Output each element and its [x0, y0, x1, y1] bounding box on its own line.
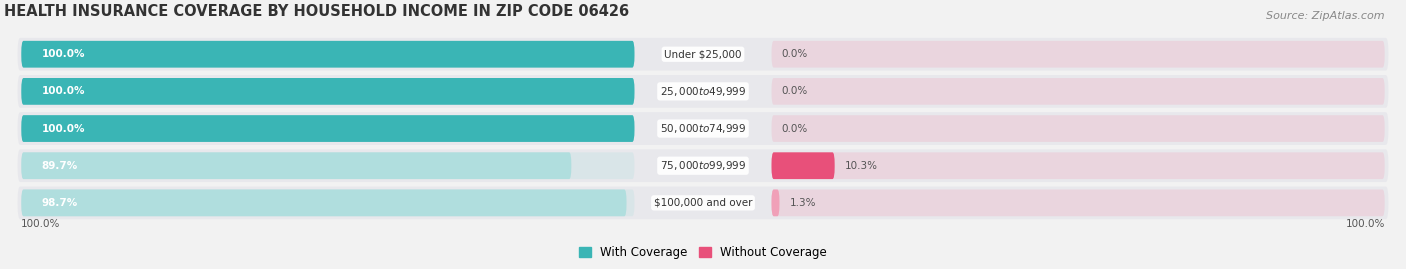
FancyBboxPatch shape	[21, 152, 634, 179]
FancyBboxPatch shape	[21, 78, 634, 105]
Text: 98.7%: 98.7%	[42, 198, 79, 208]
FancyBboxPatch shape	[18, 149, 1388, 182]
Text: 0.0%: 0.0%	[782, 49, 808, 59]
FancyBboxPatch shape	[18, 112, 1388, 145]
Text: HEALTH INSURANCE COVERAGE BY HOUSEHOLD INCOME IN ZIP CODE 06426: HEALTH INSURANCE COVERAGE BY HOUSEHOLD I…	[4, 4, 630, 19]
Text: 0.0%: 0.0%	[782, 86, 808, 96]
Text: $75,000 to $99,999: $75,000 to $99,999	[659, 159, 747, 172]
Text: $50,000 to $74,999: $50,000 to $74,999	[659, 122, 747, 135]
Text: 0.0%: 0.0%	[782, 123, 808, 133]
Text: 100.0%: 100.0%	[42, 123, 86, 133]
FancyBboxPatch shape	[772, 189, 1385, 216]
Legend: With Coverage, Without Coverage: With Coverage, Without Coverage	[574, 241, 832, 263]
Text: 1.3%: 1.3%	[790, 198, 817, 208]
Text: $25,000 to $49,999: $25,000 to $49,999	[659, 85, 747, 98]
FancyBboxPatch shape	[21, 115, 634, 142]
FancyBboxPatch shape	[21, 41, 634, 68]
FancyBboxPatch shape	[772, 152, 835, 179]
Text: 89.7%: 89.7%	[42, 161, 79, 171]
Text: 100.0%: 100.0%	[1346, 220, 1385, 229]
FancyBboxPatch shape	[772, 115, 1385, 142]
FancyBboxPatch shape	[18, 75, 1388, 108]
FancyBboxPatch shape	[18, 38, 1388, 70]
Text: Source: ZipAtlas.com: Source: ZipAtlas.com	[1267, 11, 1385, 21]
Text: 100.0%: 100.0%	[42, 49, 86, 59]
Text: $100,000 and over: $100,000 and over	[654, 198, 752, 208]
FancyBboxPatch shape	[772, 152, 1385, 179]
FancyBboxPatch shape	[21, 189, 627, 216]
Text: Under $25,000: Under $25,000	[664, 49, 742, 59]
Text: 10.3%: 10.3%	[845, 161, 877, 171]
FancyBboxPatch shape	[772, 189, 779, 216]
Text: 100.0%: 100.0%	[21, 220, 60, 229]
FancyBboxPatch shape	[772, 78, 1385, 105]
FancyBboxPatch shape	[772, 41, 1385, 68]
FancyBboxPatch shape	[18, 186, 1388, 219]
FancyBboxPatch shape	[21, 189, 634, 216]
Text: 100.0%: 100.0%	[42, 86, 86, 96]
FancyBboxPatch shape	[21, 41, 634, 68]
FancyBboxPatch shape	[21, 78, 634, 105]
FancyBboxPatch shape	[21, 152, 571, 179]
FancyBboxPatch shape	[21, 115, 634, 142]
